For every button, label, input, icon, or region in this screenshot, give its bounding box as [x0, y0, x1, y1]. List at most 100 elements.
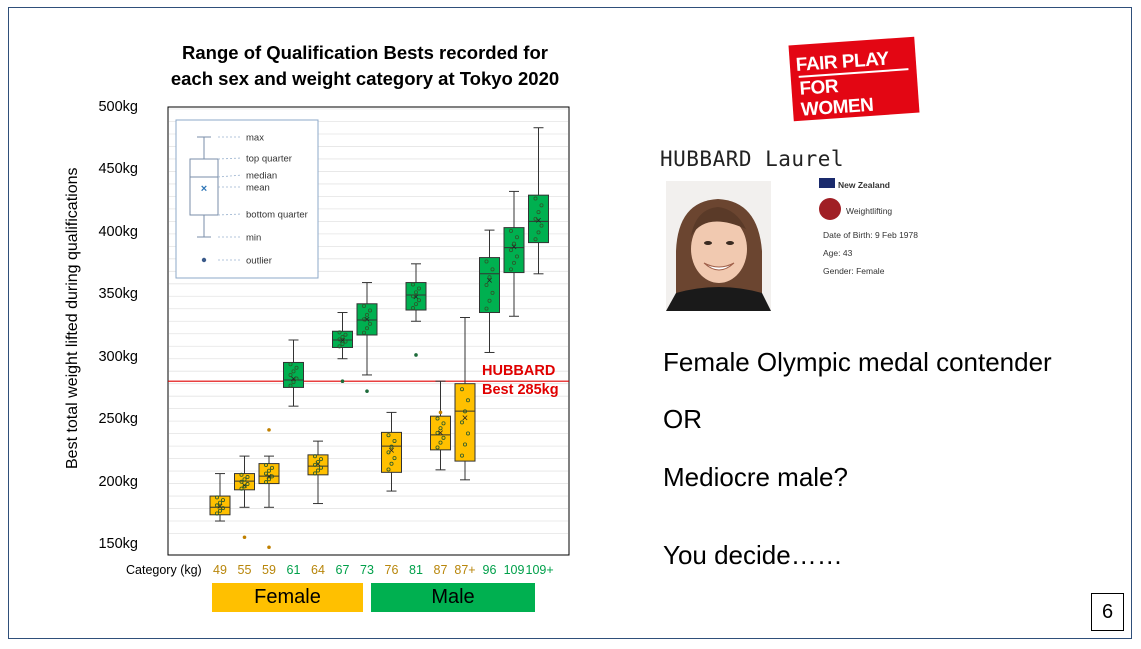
outlier-point [242, 535, 247, 540]
category-axis-label: Category (kg) [126, 563, 202, 577]
athlete-gender: Gender: Female [823, 266, 885, 276]
category-label-61: 61 [286, 563, 301, 577]
y-tick-label: 400kg [98, 223, 138, 240]
data-point [361, 330, 366, 335]
data-point [361, 317, 366, 322]
chart-title: Range of Qualification Bests recorded fo… [140, 40, 590, 92]
legend-leader-line [217, 174, 243, 178]
data-point [263, 463, 268, 468]
data-point [266, 477, 271, 482]
data-point [318, 465, 323, 470]
y-tick-label: 200kg [98, 473, 138, 490]
athlete-photo [666, 181, 771, 311]
data-point [312, 454, 317, 459]
category-label-109+: 109+ [525, 563, 554, 577]
mean-marker: × [241, 480, 247, 492]
data-point [263, 471, 268, 476]
data-point [465, 398, 470, 403]
data-point [312, 462, 317, 467]
data-point [533, 237, 538, 242]
data-point [242, 477, 247, 482]
category-label-64: 64 [311, 563, 325, 577]
data-point [263, 480, 268, 485]
category-label-96: 96 [482, 563, 497, 577]
female-legend-box: Female [212, 583, 363, 612]
data-point [410, 294, 415, 299]
chart-title-line-2: each sex and weight category at Tokyo 20… [170, 68, 560, 89]
data-point [312, 471, 317, 476]
male-legend-box: Male [371, 583, 535, 612]
data-point [459, 453, 464, 458]
data-point [315, 459, 320, 464]
data-point [367, 308, 372, 313]
mean-marker: × [339, 335, 345, 347]
mean-marker: × [437, 427, 443, 439]
data-point [294, 365, 299, 370]
data-point [410, 306, 415, 311]
data-point [337, 337, 342, 342]
mean-marker: × [315, 459, 321, 471]
data-point [536, 210, 541, 215]
box-55 [234, 473, 255, 491]
box-87 [430, 415, 451, 451]
data-point [392, 438, 397, 443]
data-point [490, 267, 495, 272]
box-59 [258, 463, 280, 485]
box-73 [356, 303, 378, 336]
mean-marker: × [290, 374, 296, 386]
data-point [484, 259, 489, 264]
athlete-name: HUBBARD Laurel [660, 147, 845, 171]
data-point [386, 450, 391, 455]
data-point [266, 468, 271, 473]
category-label-59: 59 [262, 563, 276, 577]
category-label-76: 76 [384, 563, 399, 577]
data-point [214, 511, 219, 516]
data-point [438, 440, 443, 445]
data-point [508, 248, 513, 253]
box-96 [479, 257, 500, 314]
data-point [239, 486, 244, 491]
data-point [416, 298, 421, 303]
data-point [220, 506, 225, 511]
data-point [512, 260, 517, 265]
data-point [515, 254, 520, 259]
category-label-87: 87 [433, 563, 448, 577]
data-point [217, 500, 222, 505]
data-point [337, 330, 342, 335]
data-point [435, 416, 440, 421]
data-point [269, 465, 274, 470]
data-point [484, 306, 489, 311]
legend-leader-line [217, 157, 243, 160]
data-point [214, 503, 219, 508]
mean-marker: × [217, 501, 223, 513]
outlier-point [267, 428, 271, 432]
data-point [459, 420, 464, 425]
data-point [288, 372, 293, 377]
mean-marker: × [388, 445, 394, 457]
data-point [315, 468, 320, 473]
y-tick-label: 300kg [98, 348, 138, 365]
y-tick-label: 350kg [98, 286, 138, 303]
data-point [245, 482, 250, 487]
data-point [413, 302, 418, 307]
data-point [413, 290, 418, 295]
data-point [239, 472, 244, 477]
y-tick-label: 500kg [98, 99, 138, 115]
outlier-point [340, 379, 345, 383]
outlier-point [267, 545, 271, 550]
data-point [288, 383, 293, 388]
data-point [220, 498, 225, 503]
data-point [291, 369, 296, 374]
data-point [242, 484, 247, 489]
new-zealand-flag-icon [819, 178, 835, 188]
y-tick-label: 450kg [98, 161, 138, 178]
legend-leader-line [217, 213, 243, 216]
data-point [508, 267, 513, 272]
legend-label-top-quarter: top quarter [246, 154, 292, 165]
y-tick-label: 150kg [98, 536, 138, 552]
data-point [294, 376, 299, 381]
logo-line-2: FOR WOMEN [798, 68, 912, 121]
hubbard-label-line-1: HUBBARD [482, 363, 555, 379]
data-point [459, 387, 464, 392]
weightlifting-icon [819, 198, 841, 220]
